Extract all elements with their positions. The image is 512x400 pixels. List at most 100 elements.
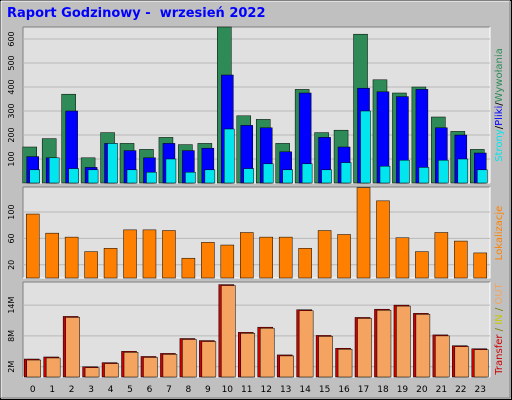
bar-lokalizacje: [356, 187, 371, 279]
x-tick-label: 2: [69, 385, 75, 395]
x-tick-label: 22: [455, 385, 466, 395]
bar-strony: [165, 158, 177, 184]
bar-transfer-out: [104, 363, 119, 378]
bar-transfer-out: [415, 314, 431, 378]
bar-lokalizacje: [181, 257, 196, 279]
bar-lokalizacje: [84, 251, 98, 279]
x-tick-label: 16: [338, 385, 350, 395]
panel-transfer-plot-area: [23, 282, 490, 377]
panel-hits-ytick-label: 200: [7, 127, 16, 142]
bar-transfer-out: [45, 357, 61, 378]
bar-strony: [477, 169, 488, 184]
bar-strony: [379, 165, 391, 184]
x-tick-label: 19: [397, 385, 409, 395]
bar-strony: [243, 168, 255, 184]
x-tick-label: 3: [88, 385, 94, 395]
bar-strony: [29, 169, 40, 184]
pages-files-hits-panel: 100 200 300 400 500 600: [7, 26, 491, 184]
right-label-transfer: Transfer / IN / OUT: [494, 282, 505, 375]
x-tick-label: 4: [108, 385, 114, 395]
right-label-transfer-part: /: [494, 325, 505, 335]
x-tick-label: 17: [358, 385, 369, 395]
panel-hits-ytick-label: 100: [7, 151, 16, 166]
x-tick-label: 15: [319, 385, 330, 395]
bar-transfer-out: [337, 348, 353, 378]
bar-lokalizacje: [376, 200, 390, 279]
bar-transfer-out: [279, 355, 294, 378]
bar-transfer-out: [84, 367, 100, 378]
x-tick-label: 7: [166, 385, 172, 395]
bar-strony: [224, 128, 235, 184]
bar-transfer-out: [298, 310, 314, 378]
right-label-transfer-part: /: [494, 305, 505, 315]
right-label-visits: Lokalizacje: [494, 206, 505, 261]
bar-transfer-out: [357, 318, 372, 378]
bar-strony: [107, 143, 118, 184]
panel-visits-ytick-label: 60: [7, 233, 16, 243]
bar-lokalizacje: [395, 237, 410, 279]
x-tick-label: 13: [280, 385, 291, 395]
x-tick-label: 0: [30, 385, 36, 395]
bar-lokalizacje: [220, 244, 235, 279]
bar-lokalizacje: [162, 230, 176, 279]
panel-transfer-ytick-label: 2M: [7, 361, 16, 373]
right-label-transfer-part: IN: [494, 314, 505, 324]
bar-strony: [360, 110, 371, 184]
right-label-pages-files-hits-part: Wywołania: [494, 48, 505, 102]
bar-transfer-out: [201, 341, 217, 378]
x-tick-label: 5: [127, 385, 133, 395]
bar-lokalizacje: [25, 213, 40, 279]
bar-lokalizacje: [142, 229, 157, 279]
bar-strony: [399, 159, 410, 184]
bar-transfer-out: [26, 359, 41, 378]
right-label-visits-part: Lokalizacje: [494, 206, 505, 261]
bar-lokalizacje: [337, 234, 351, 279]
panel-hits-ytick-label: 400: [7, 79, 16, 94]
panel-transfer-ytick-label: 8M: [7, 330, 16, 342]
bar-lokalizacje: [103, 248, 118, 279]
bar-strony: [126, 169, 138, 184]
panel-visits-plot-area: [23, 187, 490, 278]
x-tick-label: 11: [241, 385, 252, 395]
panel-visits-ytick-label: 100: [7, 204, 16, 219]
bar-strony: [185, 171, 196, 184]
bar-transfer-out: [376, 309, 392, 378]
right-axis-labels: Strony/Pliki/Wywołania Lokalizacje Transfe…: [494, 48, 505, 376]
x-tick-label: 20: [416, 385, 428, 395]
bar-transfer-out: [221, 285, 236, 378]
bar-strony: [48, 157, 60, 184]
x-tick-label: 12: [261, 385, 272, 395]
chart-title: Raport Godzinowy - wrzesień 2022: [7, 6, 266, 21]
bar-lokalizacje: [415, 251, 429, 279]
bar-strony: [87, 169, 99, 184]
bar-transfer-out: [259, 327, 275, 378]
bar-lokalizacje: [45, 232, 59, 279]
x-axis-hour-labels: 0 1 2 3 4 5 6 7 8 9 10 11 12 13 14 15 16 17 18 19 20 21 22 23: [30, 385, 486, 395]
x-tick-label: 9: [205, 385, 211, 395]
bar-lokalizacje: [278, 236, 293, 279]
bar-lokalizacje: [64, 236, 79, 279]
x-tick-label: 1: [49, 385, 55, 395]
bar-strony: [262, 163, 274, 184]
visits-panel: 20 60 100: [7, 186, 491, 279]
bar-strony: [204, 169, 216, 184]
bar-strony: [301, 163, 313, 184]
bar-transfer-out: [454, 346, 470, 378]
transfer-panel: 2M 8M 14M: [7, 281, 491, 378]
panel-hits-ytick-label: 600: [7, 31, 16, 46]
x-tick-label: 21: [436, 385, 447, 395]
panel-hits-ytick-label: 500: [7, 55, 16, 70]
bar-transfer-out: [240, 333, 256, 378]
bar-strony: [68, 168, 79, 184]
bar-strony: [282, 169, 293, 184]
x-tick-label: 8: [186, 385, 192, 395]
bar-strony: [321, 169, 332, 184]
bar-transfer-out: [123, 352, 139, 378]
x-tick-label: 6: [147, 385, 153, 395]
right-label-pages-files-hits-part: Pliki: [494, 106, 505, 126]
x-tick-label: 14: [299, 385, 311, 395]
right-label-transfer-part: OUT: [494, 282, 505, 304]
bar-lokalizacje: [201, 242, 215, 279]
bar-strony: [457, 158, 469, 184]
right-label-pages-files-hits: Strony/Pliki/Wywołania: [494, 48, 505, 162]
